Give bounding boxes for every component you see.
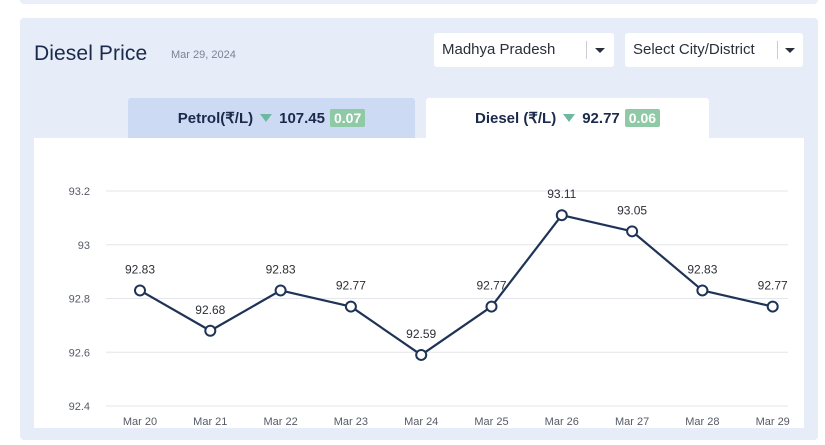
data-point <box>344 300 357 313</box>
data-point <box>274 284 287 297</box>
x-tick-label: Mar 21 <box>193 416 227 428</box>
price-chart: 92.4 92.6 92.8 93 93.2 Mar 20 Mar 21 Mar 22 Mar … <box>34 138 804 428</box>
data-label: 92.77 <box>476 279 506 293</box>
data-point <box>134 284 146 297</box>
petrol-price: 107.45 <box>279 109 325 127</box>
x-tick-label: Mar 22 <box>263 416 297 428</box>
data-label: 93.05 <box>617 203 647 217</box>
data-point <box>204 324 217 337</box>
previous-card-edge <box>20 0 818 4</box>
state-select-separator <box>586 41 587 59</box>
data-label: 92.77 <box>336 279 366 293</box>
tab-diesel[interactable]: Diesel (₹/L) 92.77 0.06 <box>426 98 709 138</box>
petrol-tab-label: Petrol(₹/L) <box>177 110 254 127</box>
data-point <box>626 225 639 238</box>
price-date: Mar 29, 2024 <box>171 49 236 61</box>
line-chart-svg: 92.4 92.6 92.8 93 93.2 Mar 20 Mar 21 Mar 22 Mar … <box>69 186 790 428</box>
diesel-price: 92.77 <box>582 109 620 127</box>
state-select-value: Madhya Pradesh <box>442 41 556 58</box>
data-label: 92.83 <box>125 262 155 276</box>
city-select-value: Select City/District <box>633 41 755 58</box>
data-point <box>415 348 428 361</box>
series-line <box>139 214 773 357</box>
x-tick-label: Mar 27 <box>615 416 649 428</box>
x-tick-label: Mar 25 <box>474 416 508 428</box>
data-point <box>766 300 779 313</box>
x-tick-label: Mar 29 <box>756 416 790 428</box>
data-point <box>696 284 709 297</box>
data-label: 92.83 <box>266 262 296 276</box>
chevron-down-icon[interactable] <box>785 48 795 53</box>
x-tick-label: Mar 24 <box>404 416 438 428</box>
y-tick-label: 92.6 <box>69 347 90 359</box>
data-point <box>485 300 498 313</box>
data-label: 92.83 <box>687 262 717 276</box>
city-select[interactable]: Select City/District <box>625 33 803 67</box>
y-tick-label: 93.2 <box>69 186 90 198</box>
tab-petrol[interactable]: Petrol(₹/L) 107.45 0.07 <box>128 98 415 138</box>
data-point <box>555 209 568 222</box>
state-select[interactable]: Madhya Pradesh <box>434 33 614 67</box>
x-tick-label: Mar 28 <box>685 416 719 428</box>
data-label: 92.59 <box>406 327 436 341</box>
x-tick-label: Mar 26 <box>545 416 579 428</box>
data-label: 92.77 <box>758 279 788 293</box>
x-tick-label: Mar 20 <box>123 416 157 428</box>
trend-down-icon <box>563 114 576 122</box>
city-select-separator <box>777 41 778 59</box>
diesel-tab-label: Diesel (₹/L) <box>474 110 557 127</box>
data-label: 92.68 <box>195 303 225 317</box>
y-tick-label: 93 <box>78 240 90 252</box>
y-tick-label: 92.4 <box>69 401 90 413</box>
chevron-down-icon[interactable] <box>595 48 605 53</box>
y-tick-label: 92.8 <box>69 294 90 306</box>
trend-down-icon <box>260 114 273 122</box>
data-label: 93.11 <box>547 187 576 201</box>
page-title: Diesel Price <box>34 42 148 65</box>
diesel-price-card: Diesel Price Mar 29, 2024 Madhya Pradesh… <box>20 18 818 440</box>
diesel-change-badge: 0.06 <box>624 109 661 127</box>
x-tick-label: Mar 23 <box>334 416 368 428</box>
petrol-change-badge: 0.07 <box>330 109 366 127</box>
